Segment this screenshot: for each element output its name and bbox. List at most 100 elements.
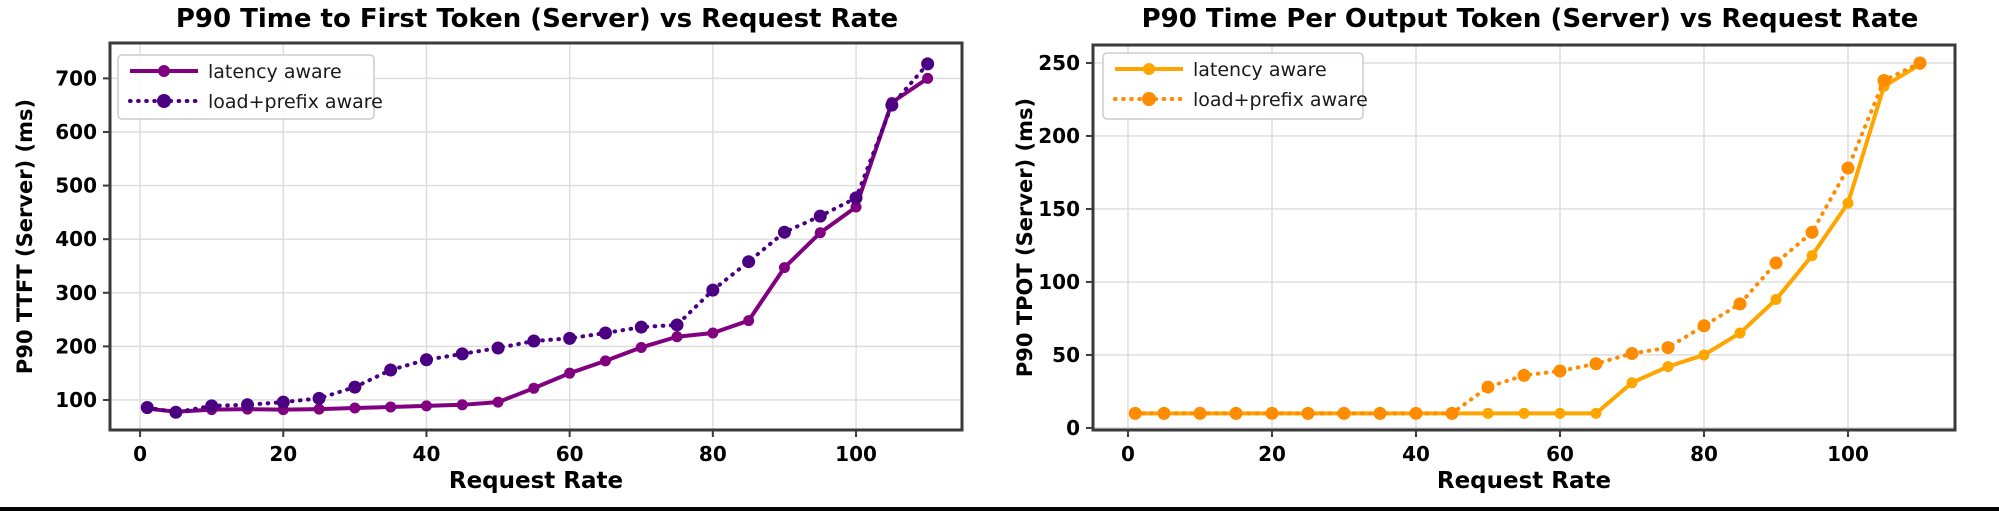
data-point-marker xyxy=(1554,407,1566,419)
x-tick-label: 80 xyxy=(1690,442,1718,466)
x-axis-label: Request Rate xyxy=(1437,468,1611,494)
data-point-marker xyxy=(813,209,827,223)
data-point-marker xyxy=(528,382,540,394)
axis-ticks: 0 20 40 60 80 100 100 200 300 400 500 600 700 xyxy=(55,66,877,466)
data-point-marker xyxy=(1301,406,1315,420)
x-tick-label: 60 xyxy=(1546,442,1574,466)
x-axis-label: Request Rate xyxy=(449,468,623,494)
y-tick-label: 0 xyxy=(1066,416,1080,440)
data-point-marker xyxy=(455,347,469,361)
data-point-marker xyxy=(1734,327,1746,339)
gridlines xyxy=(110,43,962,430)
data-point-marker xyxy=(850,201,862,213)
y-tick-label: 600 xyxy=(55,120,97,144)
x-tick-label: 40 xyxy=(413,442,441,466)
data-point-marker xyxy=(349,402,361,414)
data-point-marker xyxy=(1265,406,1279,420)
data-point-marker xyxy=(814,227,826,239)
legend-marker xyxy=(1143,63,1155,75)
data-point-marker xyxy=(1229,406,1243,420)
data-point-marker xyxy=(456,399,468,411)
x-tick-label: 0 xyxy=(133,442,147,466)
data-point-marker xyxy=(1481,380,1495,394)
data-point-marker xyxy=(1697,319,1711,333)
tpot-chart: 0 20 40 60 80 100 0 50 100 150 200 250 latency aware… xyxy=(1000,0,1999,515)
legend-marker xyxy=(157,94,171,108)
series-load-prefix-aware xyxy=(1128,56,1927,420)
data-point-marker xyxy=(635,341,647,353)
data-point-marker xyxy=(1842,197,1854,209)
bottom-divider-bar xyxy=(0,507,1999,511)
data-point-marker xyxy=(922,72,934,84)
data-point-marker xyxy=(634,320,648,334)
axis-ticks: 0 20 40 60 80 100 0 50 100 150 200 250 xyxy=(1038,51,1869,466)
chart-title: P90 Time to First Token (Server) vs Requ… xyxy=(176,4,898,34)
x-tick-label: 80 xyxy=(699,442,727,466)
data-point-marker xyxy=(1770,293,1782,305)
data-point-marker xyxy=(385,401,397,413)
data-point-marker xyxy=(599,355,611,367)
data-point-marker xyxy=(849,191,863,205)
data-point-marker xyxy=(1625,346,1639,360)
x-tick-label: 100 xyxy=(835,442,877,466)
data-point-marker xyxy=(598,326,612,340)
data-point-marker xyxy=(527,334,541,348)
data-point-marker xyxy=(671,331,683,343)
data-point-marker xyxy=(1553,364,1567,378)
legend-label: load+prefix aware xyxy=(208,91,383,113)
x-tick-label: 20 xyxy=(1258,442,1286,466)
data-point-marker xyxy=(169,405,183,419)
data-point-marker xyxy=(1157,406,1171,420)
x-tick-label: 40 xyxy=(1402,442,1430,466)
data-point-marker xyxy=(348,380,362,394)
y-tick-label: 100 xyxy=(55,388,97,412)
data-point-marker xyxy=(1913,56,1927,70)
data-point-marker xyxy=(419,353,433,367)
data-point-marker xyxy=(921,57,935,71)
y-tick-label: 250 xyxy=(1038,51,1080,75)
x-tick-label: 20 xyxy=(269,442,297,466)
data-point-marker xyxy=(563,331,577,345)
chart-svg: 0 20 40 60 80 100 0 50 100 150 200 250 latency aware… xyxy=(1000,0,1999,515)
data-point-marker xyxy=(1193,406,1207,420)
data-point-marker xyxy=(240,398,254,412)
data-point-marker xyxy=(1482,407,1494,419)
data-point-marker xyxy=(707,327,719,339)
data-point-marker xyxy=(742,255,756,269)
y-axis-label: P90 TTFT (Server) (ms) xyxy=(13,99,37,374)
data-point-marker xyxy=(743,315,755,327)
y-tick-label: 300 xyxy=(55,281,97,305)
y-tick-label: 700 xyxy=(55,66,97,90)
data-point-marker xyxy=(885,98,899,112)
data-point-marker xyxy=(276,395,290,409)
data-point-marker xyxy=(564,367,576,379)
data-point-marker xyxy=(384,363,398,377)
legend: latency aware load+prefix aware xyxy=(117,54,383,120)
data-point-marker xyxy=(1337,406,1351,420)
x-tick-label: 0 xyxy=(1121,442,1135,466)
y-tick-label: 500 xyxy=(55,174,97,198)
x-tick-label: 60 xyxy=(556,442,584,466)
y-tick-label: 200 xyxy=(1038,124,1080,148)
data-point-marker xyxy=(313,403,325,415)
data-point-marker xyxy=(1698,349,1710,361)
chart-svg: 0 20 40 60 80 100 100 200 300 400 500 600 700 latency… xyxy=(0,0,999,515)
data-point-marker xyxy=(1517,368,1531,382)
x-tick-label: 100 xyxy=(1827,442,1869,466)
data-point-marker xyxy=(1805,225,1819,239)
data-point-marker xyxy=(670,318,684,332)
data-point-marker xyxy=(205,399,219,413)
data-point-marker xyxy=(1128,406,1142,420)
data-point-marker xyxy=(1733,297,1747,311)
data-point-marker xyxy=(140,400,154,414)
y-axis-label: P90 TPOT (Server) (ms) xyxy=(1013,98,1037,377)
legend: latency aware load+prefix aware xyxy=(1102,52,1368,120)
data-point-marker xyxy=(1806,250,1818,262)
data-point-marker xyxy=(492,396,504,408)
data-point-marker xyxy=(420,400,432,412)
data-point-marker xyxy=(491,341,505,355)
ttft-chart: 0 20 40 60 80 100 100 200 300 400 500 600 700 latency… xyxy=(0,0,999,515)
data-point-marker xyxy=(1590,407,1602,419)
data-point-marker xyxy=(1841,161,1855,175)
